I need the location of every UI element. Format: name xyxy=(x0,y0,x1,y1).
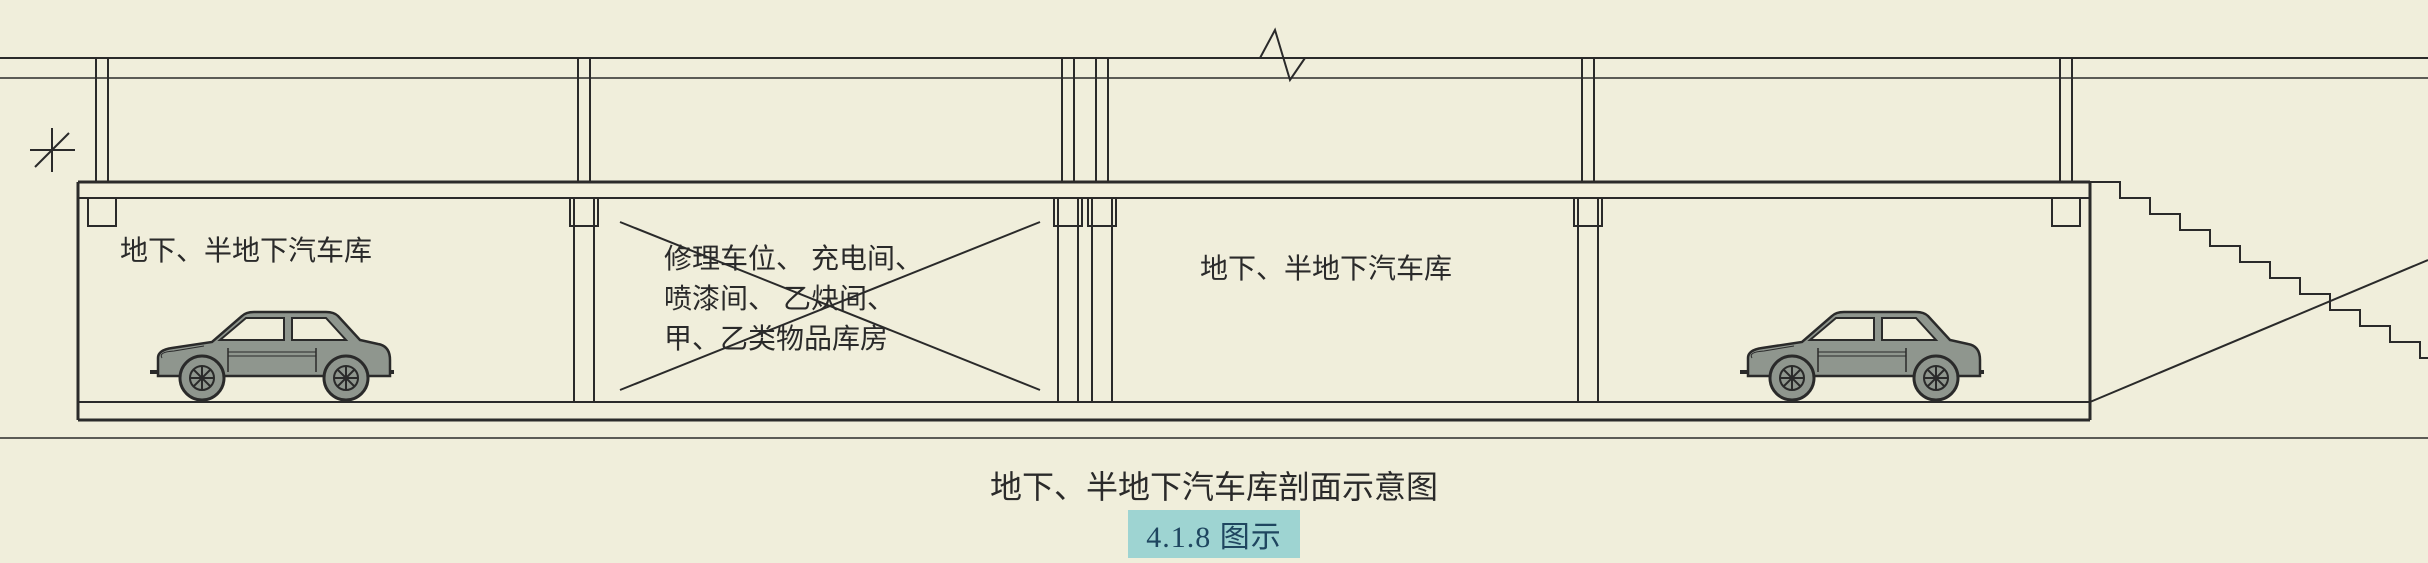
figure-caption: 地下、半地下汽车库剖面示意图 xyxy=(0,462,2428,508)
section-diagram: 地下、半地下汽车库 修理车位、 充电间、 喷漆间、 乙炔间、 甲、乙类物品库房 … xyxy=(0,0,2428,450)
room-right-garage xyxy=(1740,312,1984,400)
room-prohibited: 修理车位、 充电间、 喷漆间、 乙炔间、 甲、乙类物品库房 xyxy=(620,222,1040,390)
upper-columns xyxy=(96,58,2072,182)
room-label-line2: 喷漆间、 乙炔间、 xyxy=(664,283,895,315)
ground-tick-left xyxy=(30,128,75,172)
beam-drops xyxy=(88,198,2080,226)
ramp-stairs xyxy=(2090,182,2428,402)
car-icon xyxy=(1740,312,1984,400)
room-label-line1: 修理车位、 充电间、 xyxy=(664,243,923,275)
room-left-garage: 地下、半地下汽车库 xyxy=(120,235,394,400)
room-middle-garage: 地下、半地下汽车库 xyxy=(1200,253,1452,285)
room-label: 地下、半地下汽车库 xyxy=(1200,253,1452,285)
figure-number-badge-wrap: 4.1.8 图示 xyxy=(0,510,2428,558)
break-mark xyxy=(1260,30,1305,80)
car-icon xyxy=(150,312,394,400)
figure-container: 地下、半地下汽车库 修理车位、 充电间、 喷漆间、 乙炔间、 甲、乙类物品库房 … xyxy=(0,0,2428,563)
room-label: 地下、半地下汽车库 xyxy=(120,235,372,267)
figure-number-badge: 4.1.8 图示 xyxy=(1128,510,1300,558)
